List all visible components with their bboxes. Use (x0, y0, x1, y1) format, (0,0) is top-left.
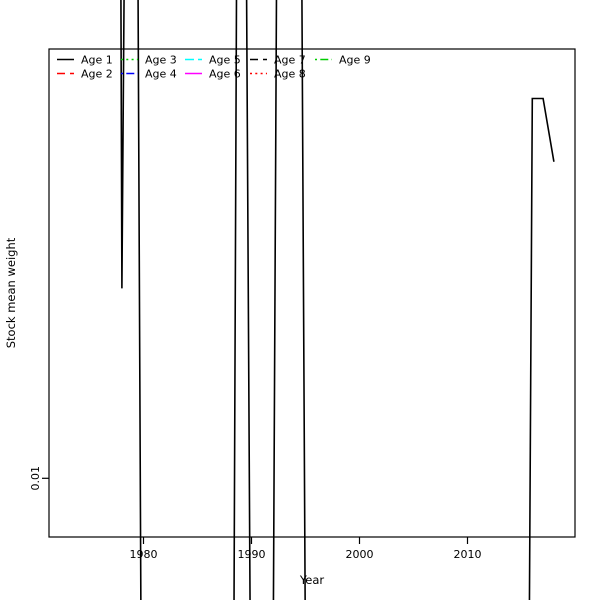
x-axis-tick-label: 2010 (454, 548, 482, 561)
legend-label-age-2: Age 2 (81, 68, 113, 81)
y-axis-tick-label: 0.01 (29, 466, 42, 491)
legend-item-age-8: Age 8 (250, 68, 306, 81)
legend-item-age-7: Age 7 (250, 54, 306, 67)
legend-label-age-3: Age 3 (145, 54, 177, 67)
x-axis-tick-label: 1980 (130, 548, 158, 561)
x-axis-title: Year (299, 573, 325, 587)
legend-label-age-6: Age 6 (209, 68, 241, 81)
legend-label-age-4: Age 4 (145, 68, 177, 81)
axes: 19801990200020100.010.020.030.040.050.06… (29, 466, 482, 561)
legend-label-age-5: Age 5 (209, 54, 241, 67)
legend-label-age-7: Age 7 (274, 54, 306, 67)
legend-label-age-1: Age 1 (81, 54, 113, 67)
legend-item-age-9: Age 9 (315, 54, 371, 67)
x-axis-tick-label: 1990 (238, 548, 266, 561)
legend-item-age-3: Age 3 (121, 54, 177, 67)
legend-item-age-5: Age 5 (185, 54, 241, 67)
x-axis-tick-label: 2000 (346, 548, 374, 561)
legend-item-age-6: Age 6 (185, 68, 241, 81)
legend-item-age-2: Age 2 (57, 68, 113, 81)
legend-label-age-9: Age 9 (339, 54, 371, 67)
plot-border (48, 48, 576, 538)
y-axis-title: Stock mean weight (4, 237, 18, 348)
legend-label-age-8: Age 8 (274, 68, 306, 81)
legend-item-age-4: Age 4 (121, 68, 177, 81)
legend-item-age-1: Age 1 (57, 54, 113, 67)
